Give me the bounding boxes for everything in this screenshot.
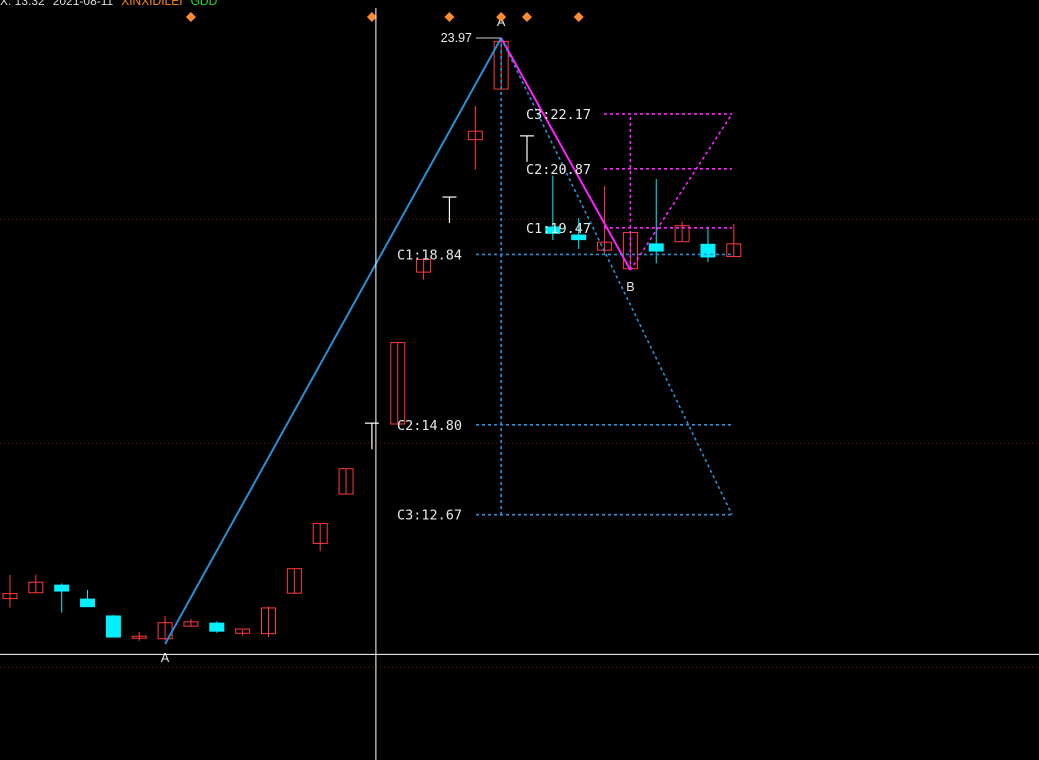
candle-body (390, 342, 406, 425)
signal-marker (522, 12, 532, 22)
swing-line-peak-b (500, 37, 632, 271)
candle-body (28, 581, 44, 594)
candle[interactable] (467, 105, 483, 170)
point-label-peak: A (497, 15, 506, 29)
candle-body (2, 593, 18, 600)
candle-body (131, 635, 147, 639)
signal-marker (444, 12, 455, 22)
candle[interactable] (648, 178, 664, 264)
candle[interactable] (390, 342, 406, 425)
signal-marker (366, 12, 377, 22)
candle[interactable] (209, 621, 225, 633)
candle[interactable] (364, 422, 379, 450)
candle[interactable] (545, 175, 561, 241)
date-readout: 2021-08-11 (52, 0, 114, 8)
level-label-down: C3:12.67 (397, 508, 462, 524)
signal-marker (185, 12, 196, 22)
level-label-up: C1:19.47 (526, 221, 591, 237)
point-label-b: B (626, 280, 634, 294)
level-label-up: C2:20.87 (526, 162, 591, 178)
candle-body (261, 607, 276, 635)
candle[interactable] (338, 468, 354, 495)
candle[interactable] (28, 574, 44, 594)
candle[interactable] (105, 615, 121, 638)
candle-body (648, 243, 664, 252)
candle-body (467, 130, 483, 141)
candle-body (183, 621, 199, 627)
candle[interactable] (54, 583, 70, 613)
level-label-down: C1:18.84 (397, 247, 462, 263)
candle-body (286, 568, 302, 594)
candle[interactable] (674, 221, 690, 243)
candle-body (545, 226, 561, 234)
signal-marker (573, 12, 584, 22)
projection-diagonal-up (629, 113, 733, 271)
candle[interactable] (131, 631, 147, 641)
candle-body (312, 523, 328, 544)
candle-body (726, 243, 742, 258)
candle[interactable] (261, 606, 276, 638)
candle-body (54, 584, 70, 592)
peak-value-label: 23.97 (441, 31, 472, 45)
candle-body (235, 628, 251, 634)
point-label-a: A (161, 651, 170, 665)
signal-marker (496, 12, 507, 22)
candle[interactable] (235, 628, 251, 636)
candle-body (105, 615, 121, 638)
candle[interactable] (520, 135, 534, 162)
swing-line-a-peak (164, 37, 503, 645)
candle-body (338, 468, 354, 495)
projection-diagonal (500, 37, 733, 516)
chart-header: X: 13:32 2021-08-11 XINXIDILEI GDD (0, 0, 225, 8)
candle-body (674, 225, 690, 243)
time-readout: X: 13:32 (0, 0, 45, 8)
candle-body (80, 598, 96, 608)
candle[interactable] (2, 575, 18, 608)
level-label-down: C2:14.80 (397, 418, 462, 434)
candle-body (571, 234, 587, 241)
candle-body (493, 40, 509, 90)
candle-body (416, 258, 432, 273)
candle[interactable] (442, 196, 457, 224)
candle[interactable] (597, 186, 613, 254)
candle[interactable] (571, 218, 587, 249)
candle[interactable] (726, 224, 742, 258)
candle-body (209, 622, 225, 632)
candle[interactable] (700, 226, 716, 263)
indicator-tag: GDD (190, 0, 218, 8)
candle[interactable] (183, 618, 199, 627)
level-label-up: C3:22.17 (526, 107, 591, 123)
candle[interactable] (312, 523, 328, 551)
indicator-name: XINXIDILEI (121, 0, 183, 8)
candle[interactable] (286, 568, 302, 595)
candle[interactable] (416, 258, 432, 280)
candle[interactable] (80, 589, 96, 608)
